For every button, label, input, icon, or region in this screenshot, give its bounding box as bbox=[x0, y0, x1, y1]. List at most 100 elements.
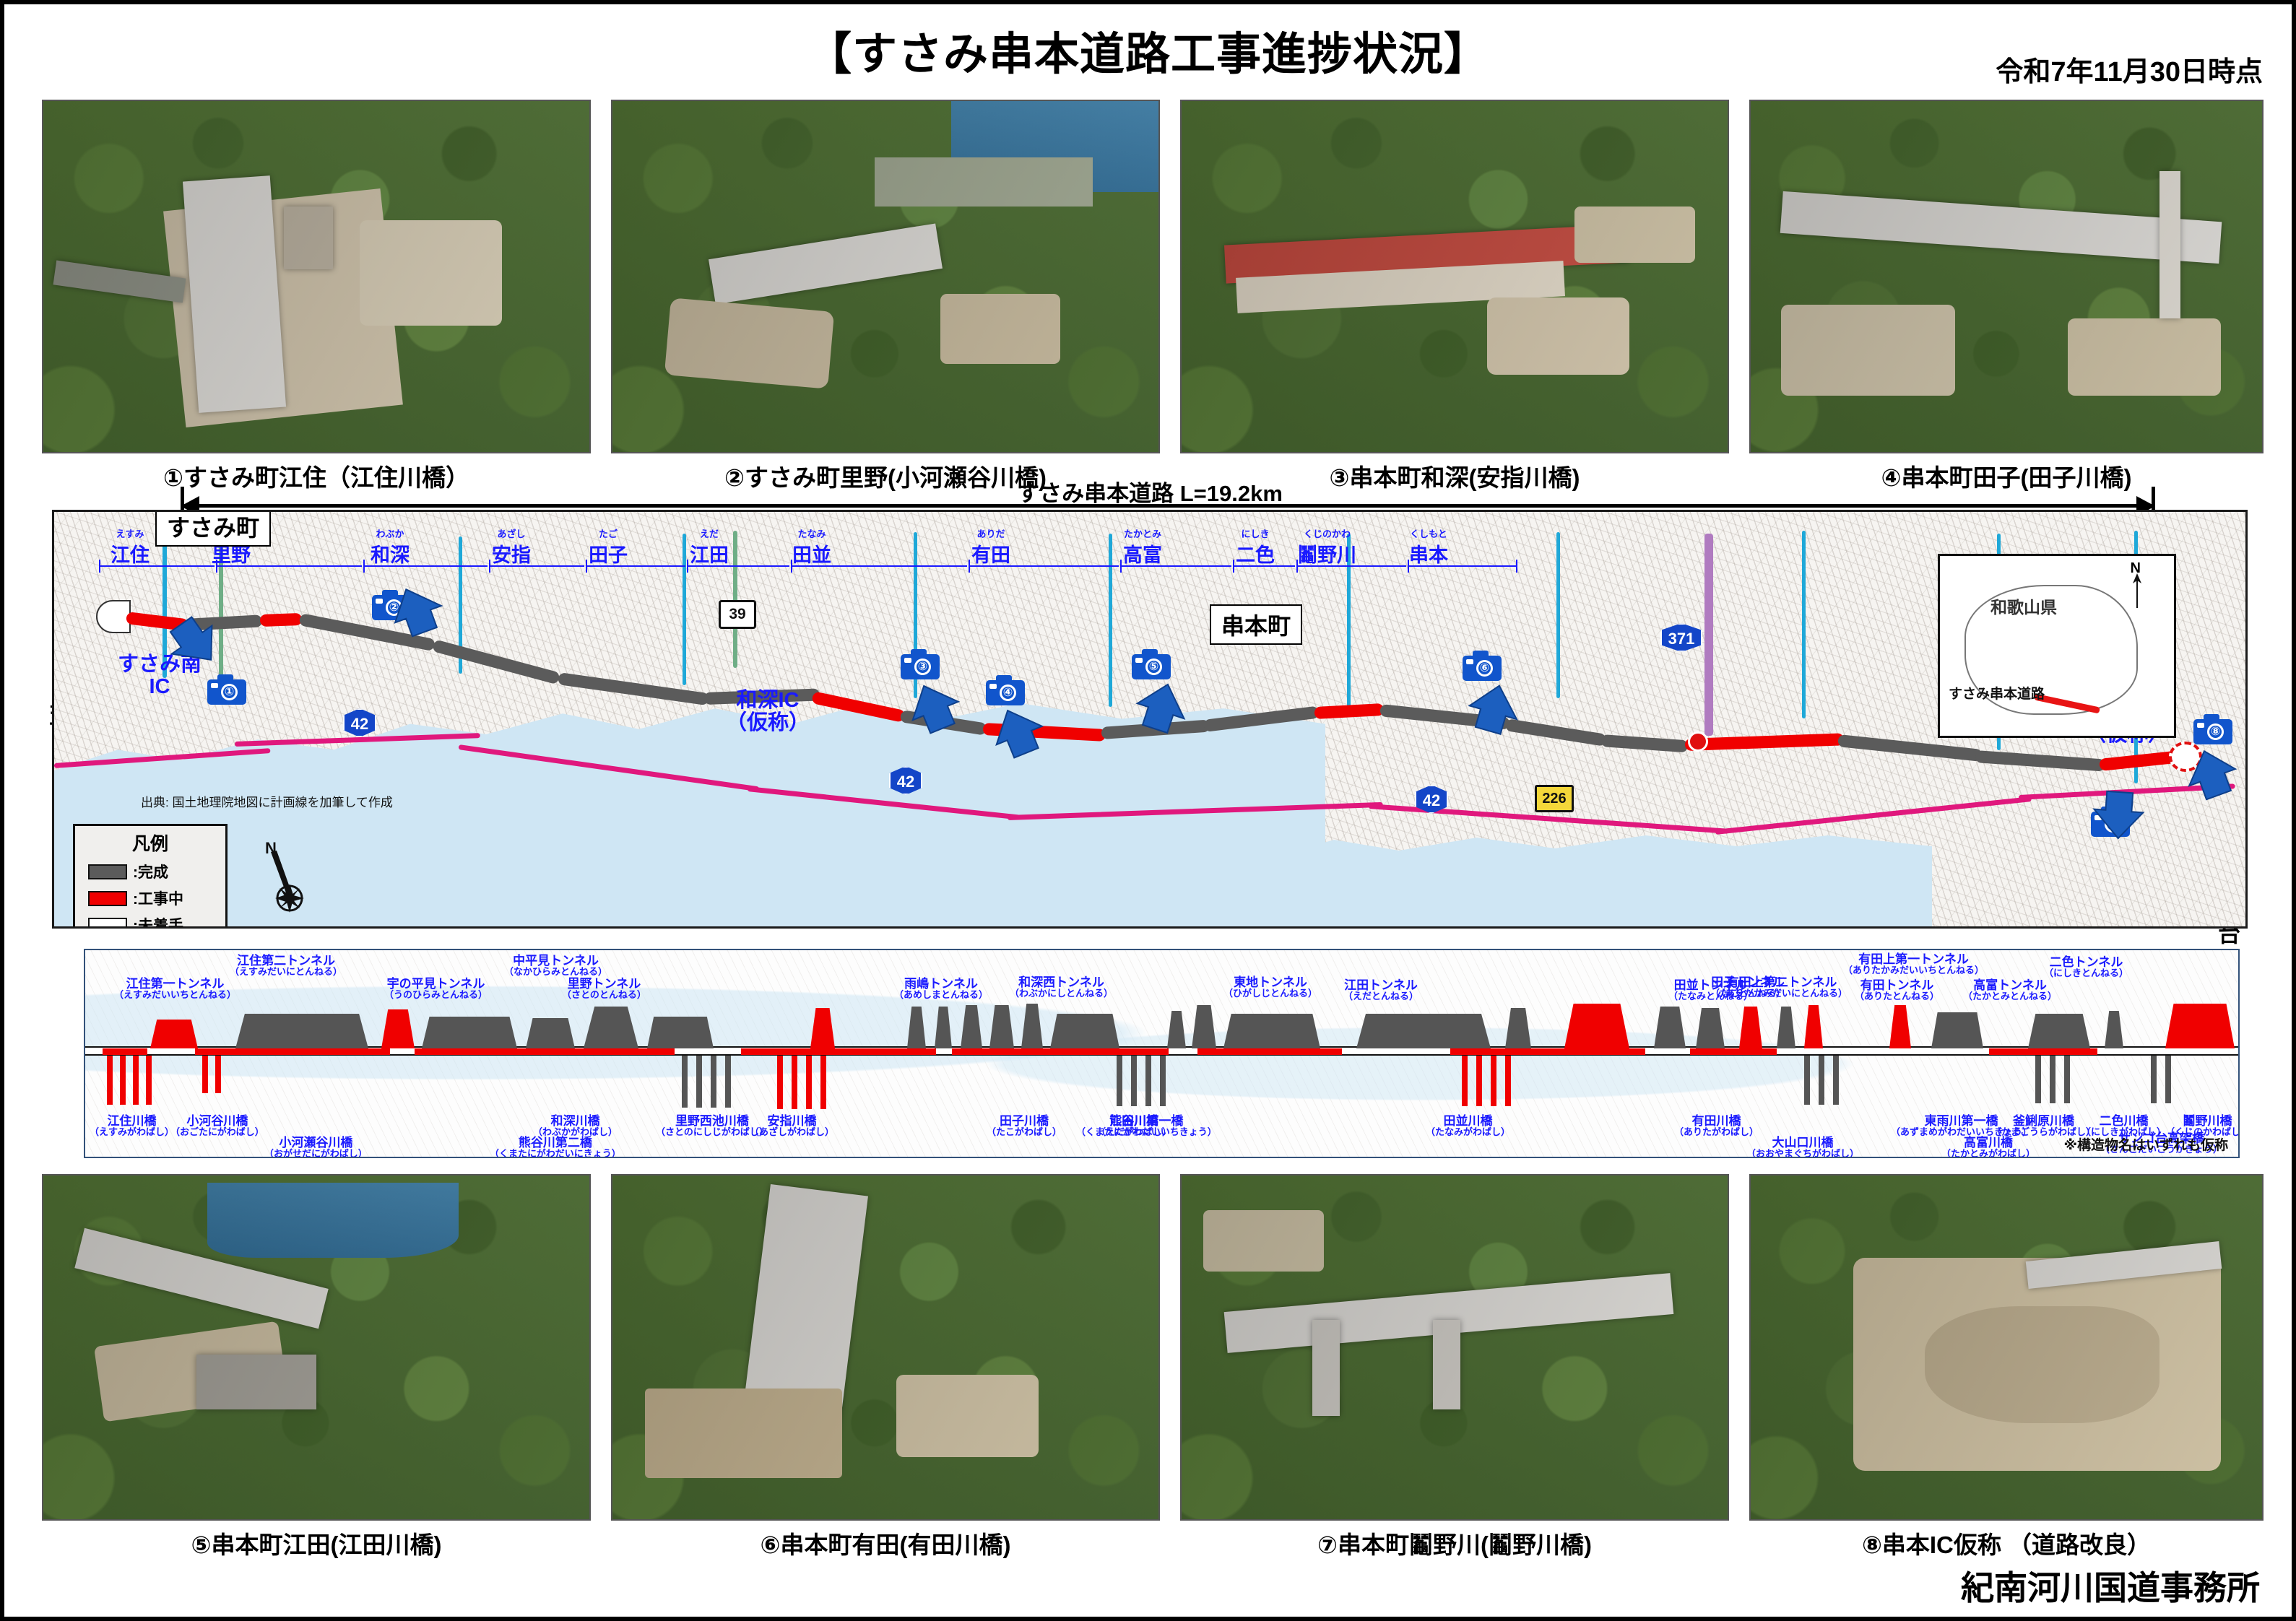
extent-tick-line bbox=[490, 565, 584, 567]
route-shield-39: 39 bbox=[719, 600, 756, 629]
extent-tick-line bbox=[587, 565, 685, 567]
profile-bridge-label: 和深川橋 （わぶかがわばし） bbox=[533, 1114, 618, 1138]
profile-tunnel-label-tanami: 田並トンネル （たなみとんねる） bbox=[1668, 978, 1754, 1002]
extent-tick bbox=[1296, 560, 1298, 573]
photo-cell-2: ②すさみ町里野(小河瀬谷川橋) bbox=[611, 100, 1160, 493]
profile-status-red bbox=[1989, 1048, 2097, 1055]
profile-tunnel bbox=[1050, 1014, 1119, 1048]
legend-label-complete: :完成 bbox=[133, 864, 168, 881]
legend-swatch-construction bbox=[88, 890, 127, 906]
river bbox=[914, 532, 917, 698]
profile-tunnel bbox=[2028, 1014, 2090, 1048]
photo-caption-8: ⑧串本IC仮称 （道路改良） bbox=[1861, 1531, 2152, 1558]
photo-8 bbox=[1749, 1174, 2263, 1521]
camera-marker-6[interactable]: ⑥ bbox=[1463, 651, 1502, 681]
place-label-kushimoto: くしもと 串本 bbox=[1409, 529, 1448, 566]
profile-tunnel bbox=[235, 1014, 368, 1048]
photo-cell-7: ⑦串本町鬮野川(鬮野川橋) bbox=[1180, 1174, 1729, 1560]
route-length-label: すさみ串本道路 L=19.2km bbox=[1017, 481, 1283, 506]
ic-label-wasa: 和深IC （仮称） bbox=[726, 689, 810, 735]
town-label-susami: すさみ町 bbox=[155, 512, 272, 547]
profile-tunnel-label: 東地トンネル （ひがしじとんねる） bbox=[1223, 975, 1318, 999]
profile-bridge-label: 熊谷川第一橋 （くまたにがわだいいちきょう） bbox=[1076, 1114, 1217, 1138]
camera-marker-1[interactable]: ① bbox=[207, 674, 246, 705]
as-of-date: 令和7年11月30日時点 bbox=[1996, 57, 2263, 87]
road-segment-notstarted bbox=[2169, 742, 2202, 772]
profile-tunnel-label-aritakami1: 有田上第一トンネル （ありたかみだいいちとんねる） bbox=[1843, 952, 1985, 976]
profile-tunnel bbox=[584, 1007, 638, 1048]
compass-north-label: N bbox=[265, 839, 277, 857]
compass-rose: N bbox=[255, 839, 320, 916]
profile-bridge-label: サンゴ台高架橋 （さんごだいこうかきょう） bbox=[2100, 1131, 2223, 1155]
camera-marker-2[interactable]: ② bbox=[372, 590, 411, 620]
route-length-bar bbox=[181, 504, 2155, 508]
photo-cell-5: ⑤串本町江田(江田川橋) bbox=[42, 1174, 591, 1560]
extent-tick-line bbox=[1298, 565, 1406, 567]
photo-1 bbox=[42, 100, 591, 453]
profile-bridge-label: 鬮野川橋（くじのかわばし） bbox=[2165, 1114, 2240, 1138]
inset-prefecture-outline bbox=[1964, 585, 2138, 715]
place-label-esumi: えすみ 江住 bbox=[111, 529, 150, 566]
profile-tunnel bbox=[1356, 1014, 1491, 1048]
header: 【すさみ串本道路工事進捗状況】 令和7年11月30日時点 bbox=[4, 4, 2292, 91]
extent-tick-line bbox=[99, 565, 215, 567]
photo-row-bottom: ⑤串本町江田(江田川橋) ⑥串本町有田(有田川橋) ⑦串本町鬮野川(鬮野川橋) bbox=[4, 1174, 2292, 1560]
inset-route-label: すさみ串本道路 bbox=[1949, 687, 2045, 702]
extent-tick-line bbox=[1122, 565, 1231, 567]
river bbox=[1556, 532, 1560, 698]
river-green bbox=[733, 531, 737, 668]
profile-tunnel-label: 和深西トンネル （わぶかにしとんねる） bbox=[1010, 975, 1114, 999]
profile-bridge-label: 熊谷川第二橋 （くまたにがわだいにきょう） bbox=[490, 1136, 621, 1158]
photo-6 bbox=[611, 1174, 1160, 1521]
profile-status-red bbox=[1197, 1048, 1342, 1055]
profile-tunnel-label-takatomi: 高富トンネル （たかとみとんねる） bbox=[1963, 978, 2058, 1002]
profile-tunnel-label-arita: 有田トンネル （ありたとんねる） bbox=[1855, 978, 1940, 1002]
profile-tunnel bbox=[2165, 1004, 2235, 1048]
place-label-arida: ありだ 有田 bbox=[971, 529, 1010, 566]
extent-tick-line bbox=[1234, 565, 1295, 567]
route-length-indicator: すさみ串本道路 L=19.2km bbox=[52, 478, 2248, 517]
place-label-wabuka: わぶか 和深 bbox=[371, 529, 410, 566]
map-legend: 凡例 :完成 :工事中 :未着手 bbox=[73, 824, 228, 926]
photo-caption-5: ⑤串本町江田(江田川橋) bbox=[191, 1531, 442, 1558]
map-source-note: 出典: 国土地理院地図に計画線を加筆して作成 bbox=[141, 796, 393, 809]
extent-tick bbox=[99, 560, 100, 573]
extent-tick bbox=[363, 560, 365, 573]
camera-marker-8[interactable]: ⑧ bbox=[2193, 714, 2232, 744]
photo-cell-6: ⑥串本町有田(有田川橋) bbox=[611, 1174, 1160, 1560]
extent-tick bbox=[489, 560, 490, 573]
town-label-kushimoto: 串本町 bbox=[1210, 604, 1303, 645]
profile-tunnel-label: 田子トンネル （たことんねる） bbox=[1710, 975, 1786, 999]
photo-caption-1: ①すさみ町江住（江住川橋） bbox=[163, 464, 469, 491]
profile-bridge-label: 二色川橋 （にしきがわばし） bbox=[2081, 1114, 2167, 1138]
camera-marker-5[interactable]: ⑤ bbox=[1132, 649, 1171, 679]
road-segment-notstarted bbox=[96, 600, 131, 633]
extent-tick bbox=[586, 560, 587, 573]
river bbox=[1802, 531, 1806, 718]
extent-tick-line bbox=[1409, 565, 1517, 567]
river bbox=[683, 534, 686, 685]
profile-status-red bbox=[1690, 1048, 1777, 1055]
extent-tick bbox=[1120, 560, 1122, 573]
photo-cell-1: ①すさみ町江住（江住川橋） bbox=[42, 100, 591, 493]
route-shield-371: 371 bbox=[1660, 623, 1702, 652]
camera-marker-4[interactable]: ④ bbox=[986, 675, 1025, 705]
place-label-takatomi: たかとみ 高富 bbox=[1123, 529, 1162, 566]
extent-tick bbox=[216, 560, 217, 573]
profile-tunnel bbox=[1931, 1012, 1983, 1048]
profile-bridge-label: 釜鯏原川橋 （かまごうらがわばし） bbox=[1992, 1114, 2096, 1138]
camera-marker-3[interactable]: ③ bbox=[901, 649, 940, 679]
legend-swatch-complete bbox=[88, 864, 127, 879]
legend-swatch-notstarted bbox=[88, 917, 127, 926]
inset-north-label: N bbox=[2130, 560, 2141, 576]
profile-status-red bbox=[103, 1048, 147, 1055]
profile-tunnel bbox=[1564, 1004, 1629, 1048]
longitudinal-profile[interactable]: 江住第一トンネル （えすみだいいちとんねる） 江住第二トンネル （えすみだいにとんね… bbox=[84, 949, 2240, 1158]
camera-marker-7[interactable]: ⑦ bbox=[2091, 807, 2130, 837]
profile-bridge-label: 小河瀬谷川橋 （おがせだにがわばし） bbox=[264, 1136, 368, 1158]
profile-tunnel bbox=[381, 1009, 415, 1048]
profile-tunnel-label: 江住第二トンネル （えすみだいにとんねる） bbox=[230, 954, 343, 978]
route-shield-42a: 42 bbox=[343, 708, 376, 737]
river bbox=[1109, 534, 1112, 707]
